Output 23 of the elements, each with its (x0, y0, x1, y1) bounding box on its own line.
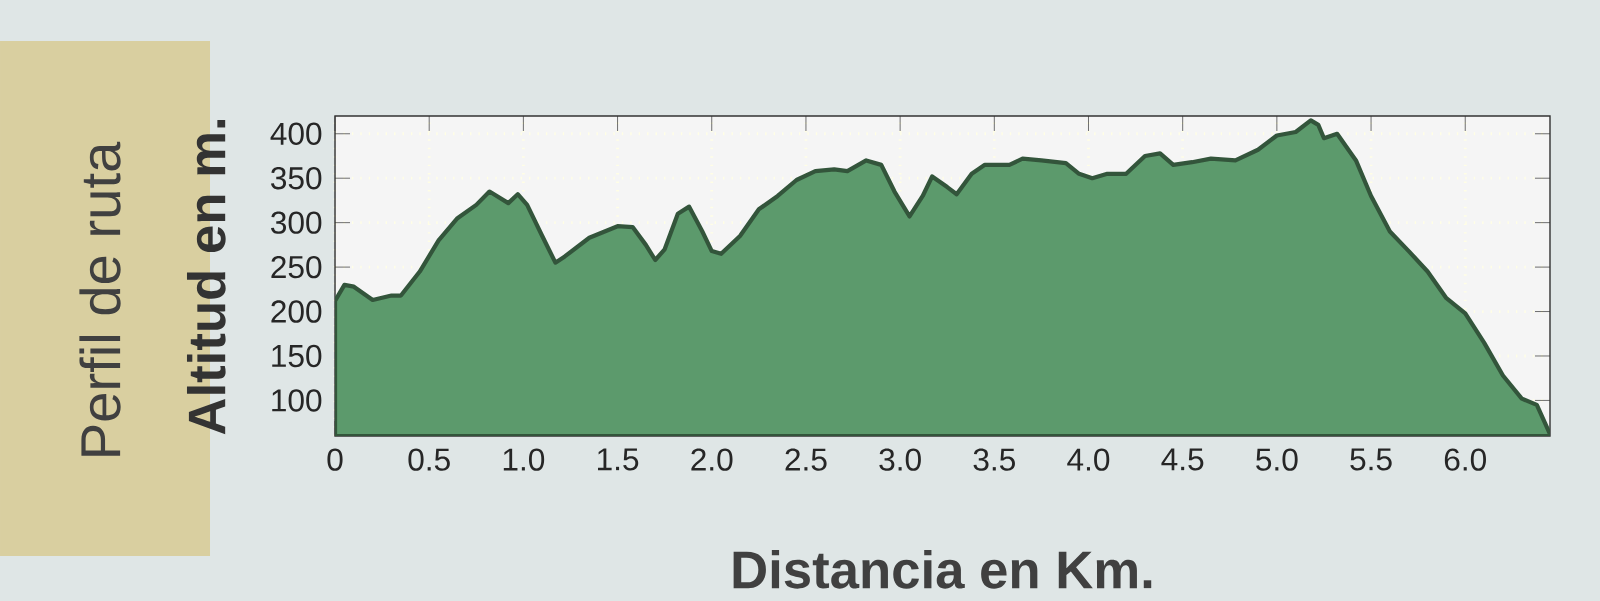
x-tick-label: 4.0 (1067, 448, 1110, 471)
x-tick-label: 5.5 (1350, 448, 1392, 471)
x-tick-label: 1.5 (598, 448, 639, 471)
x-tick-label: 0.5 (408, 448, 450, 471)
y-tick-label: 200 (271, 300, 322, 323)
y-tick-label: 300 (271, 211, 322, 234)
y-tick-label: 400 (270, 122, 322, 145)
y-axis-title: Altitud en m. (186, 120, 226, 435)
x-tick-label: 2.5 (785, 448, 827, 471)
y-tick-label: 150 (272, 344, 322, 368)
x-tick-label: 4.5 (1161, 448, 1204, 471)
x-tick-label: 5.0 (1256, 448, 1298, 471)
x-tick-label: 2.0 (691, 448, 733, 471)
x-tick-label: 3.0 (879, 448, 921, 471)
x-tick-label: 0 (327, 448, 343, 471)
x-tick-label: 6.0 (1444, 448, 1486, 471)
y-tick-label: 100 (272, 389, 322, 412)
x-tick-label: 1.0 (503, 448, 545, 471)
x-axis-title: Distancia en Km. (733, 549, 1152, 589)
text: Perfil de ruta (79, 141, 121, 456)
y-tick-label: 350 (271, 166, 322, 190)
y-tick-label: 250 (271, 255, 322, 279)
x-tick-label: 3.5 (973, 448, 1015, 471)
